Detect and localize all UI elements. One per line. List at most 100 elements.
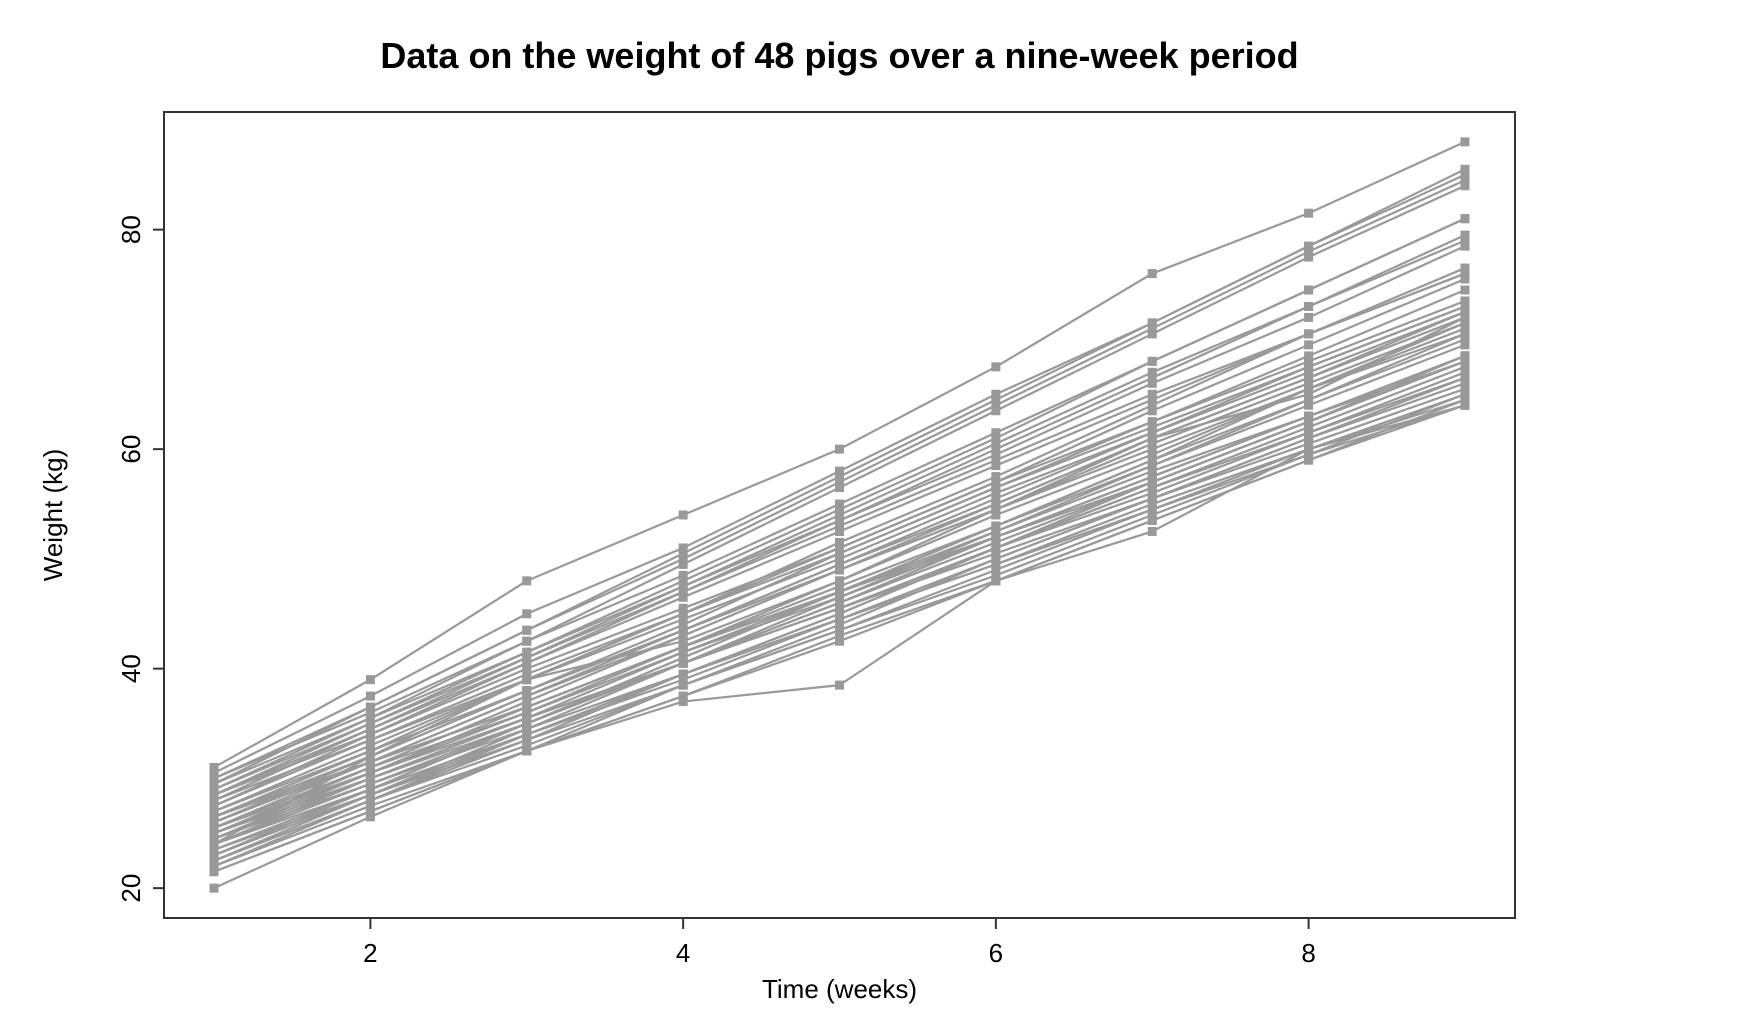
data-point-marker: [1460, 351, 1470, 361]
data-point-marker: [678, 675, 688, 685]
data-point-marker: [522, 724, 532, 734]
data-point-marker: [1147, 499, 1157, 509]
data-point-marker: [365, 790, 375, 800]
data-point-marker: [209, 850, 219, 860]
data-point-marker: [678, 625, 688, 635]
data-point-marker: [991, 570, 1001, 580]
data-point-marker: [1304, 411, 1314, 421]
data-point-marker: [678, 642, 688, 652]
data-point-marker: [991, 554, 1001, 564]
data-point-marker: [835, 510, 844, 520]
data-point-marker: [1460, 323, 1470, 333]
data-point-marker: [1304, 378, 1314, 388]
data-point-marker: [522, 691, 532, 701]
data-point-marker: [1147, 269, 1157, 279]
data-point-marker: [1304, 208, 1314, 218]
data-point-marker: [1460, 340, 1470, 350]
data-point-marker: [522, 647, 532, 657]
data-point-marker: [365, 773, 375, 783]
data-point-marker: [365, 779, 375, 789]
data-point-marker: [991, 400, 1001, 410]
data-point-marker: [1304, 329, 1314, 339]
data-point-marker: [365, 675, 375, 685]
data-point-marker: [835, 598, 844, 608]
data-point-marker: [835, 499, 844, 509]
data-point-marker: [678, 603, 688, 613]
data-point-marker: [209, 856, 219, 866]
data-point-marker: [835, 483, 844, 493]
data-point-marker: [522, 729, 532, 739]
data-point-marker: [209, 867, 219, 877]
data-point-marker: [1147, 466, 1157, 476]
data-point-marker: [1460, 329, 1470, 339]
data-point-marker: [1147, 400, 1157, 410]
data-point-marker: [1304, 340, 1314, 350]
data-point-marker: [1460, 214, 1470, 224]
data-point-marker: [991, 461, 1001, 471]
data-point-marker: [1147, 488, 1157, 498]
data-point-marker: [522, 658, 532, 668]
data-point-marker: [835, 515, 844, 525]
data-point-marker: [209, 883, 219, 893]
axis-layer: 2 4 6 8 20 40 60 80: [116, 111, 1516, 968]
data-point-marker: [1147, 510, 1157, 520]
data-point-marker: [678, 614, 688, 624]
data-point-marker: [835, 466, 844, 476]
data-point-marker: [1147, 323, 1157, 333]
data-point-marker: [678, 570, 688, 580]
data-point-marker: [1304, 367, 1314, 377]
data-point-marker: [835, 625, 844, 635]
data-point-marker: [1304, 422, 1314, 432]
data-point-marker: [1147, 367, 1157, 377]
data-point-marker: [1147, 483, 1157, 493]
data-point-marker: [1147, 406, 1157, 416]
data-point-marker: [1147, 526, 1157, 536]
data-point-marker: [1304, 433, 1314, 443]
data-point-marker: [365, 691, 375, 701]
data-point-marker: [1460, 164, 1470, 174]
data-point-marker: [835, 543, 844, 553]
data-point-marker: [835, 565, 844, 575]
data-point-marker: [1304, 373, 1314, 383]
data-point-marker: [678, 680, 688, 690]
data-point-marker: [835, 548, 844, 558]
data-point-marker: [1460, 274, 1470, 284]
data-point-marker: [1304, 389, 1314, 399]
data-point-marker: [209, 795, 219, 805]
data-point-marker: [209, 861, 219, 871]
data-point-marker: [522, 740, 532, 750]
data-point-marker: [1147, 439, 1157, 449]
data-point-marker: [1460, 285, 1470, 295]
y-tick-label: 40: [116, 654, 146, 683]
data-point-marker: [1147, 505, 1157, 515]
data-point-marker: [678, 559, 688, 569]
data-point-marker: [678, 587, 688, 597]
data-point-marker: [991, 477, 1001, 487]
data-point-marker: [991, 576, 1001, 586]
x-axis-title: Time (weeks): [762, 974, 917, 1004]
data-point-marker: [522, 636, 532, 646]
data-point-marker: [522, 675, 532, 685]
data-point-marker: [991, 455, 1001, 465]
data-point-marker: [991, 362, 1001, 372]
data-point-marker: [678, 631, 688, 641]
data-point-marker: [1304, 356, 1314, 366]
data-point-marker: [835, 537, 844, 547]
data-point-marker: [365, 708, 375, 718]
data-point-marker: [835, 521, 844, 531]
data-point-marker: [1147, 472, 1157, 482]
data-point-marker: [1460, 362, 1470, 372]
y-axis-title: Weight (kg): [38, 449, 68, 581]
data-point-marker: [1304, 455, 1314, 465]
data-point-marker: [365, 784, 375, 794]
data-point-marker: [522, 653, 532, 663]
data-point-marker: [209, 817, 219, 827]
data-point-marker: [678, 653, 688, 663]
data-point-marker: [835, 576, 844, 586]
data-point-marker: [1460, 312, 1470, 322]
data-point-marker: [1460, 307, 1470, 317]
data-point-marker: [991, 483, 1001, 493]
data-point-marker: [835, 444, 844, 454]
data-point-marker: [1460, 236, 1470, 246]
data-point-marker: [209, 806, 219, 816]
